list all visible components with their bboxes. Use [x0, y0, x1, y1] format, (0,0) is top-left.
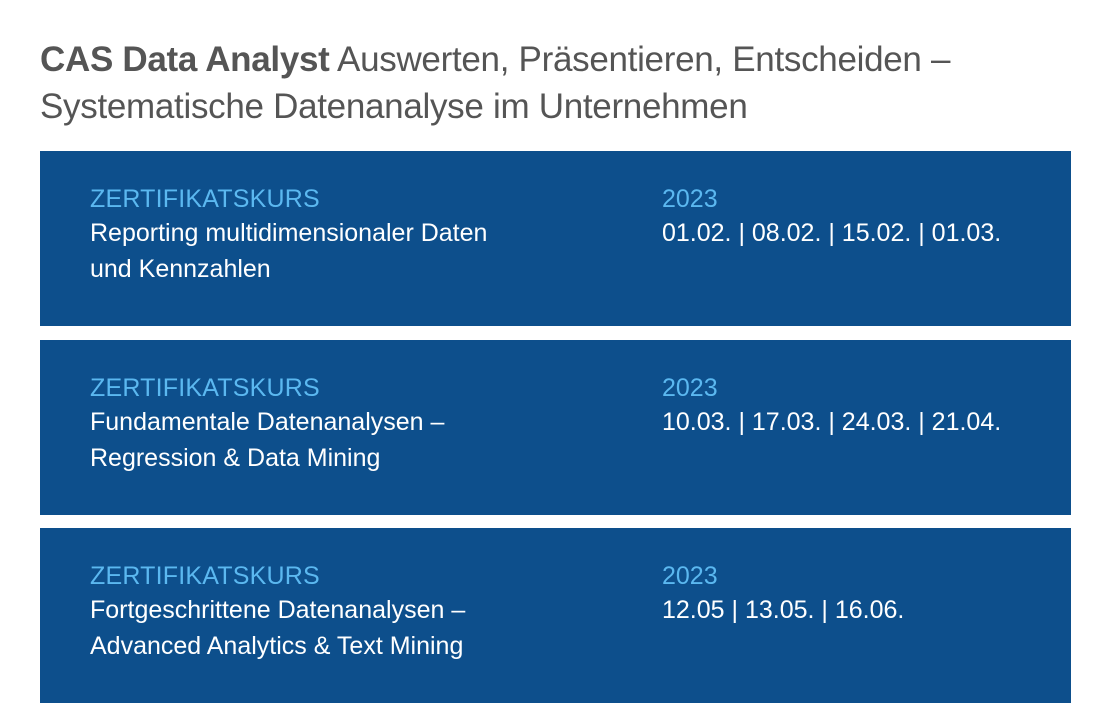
course-title-line2: und Kennzahlen — [90, 255, 271, 283]
page-title: CAS Data Analyst Auswerten, Präsentieren… — [40, 36, 1080, 83]
course-title-line2: Regression & Data Mining — [90, 444, 381, 472]
course-kicker: ZERTIFIKATSKURS — [90, 374, 320, 402]
course-dates: 10.03. | 17.03. | 24.03. | 21.04. — [662, 408, 1002, 436]
course-schedule: 2023 12.05 | 13.05. | 16.06. — [662, 560, 1062, 628]
course-info: ZERTIFIKATSKURS Fundamentale Datenanalys… — [90, 372, 610, 476]
course-info: ZERTIFIKATSKURS Reporting multidimension… — [90, 183, 610, 287]
course-title-line1: Fortgeschrittene Datenanalysen – — [90, 596, 466, 624]
course-card-advanced: ZERTIFIKATSKURS Fortgeschrittene Datenan… — [40, 528, 1071, 703]
course-title-line2: Advanced Analytics & Text Mining — [90, 632, 464, 660]
course-schedule: 2023 10.03. | 17.03. | 24.03. | 21.04. — [662, 372, 1062, 440]
course-kicker: ZERTIFIKATSKURS — [90, 562, 320, 590]
course-year: 2023 — [662, 374, 718, 402]
course-dates: 01.02. | 08.02. | 15.02. | 01.03. — [662, 219, 1002, 247]
program-name: CAS Data Analyst — [40, 40, 330, 79]
course-title-line1: Reporting multidimensionaler Daten — [90, 219, 488, 247]
course-schedule: 2023 01.02. | 08.02. | 15.02. | 01.03. — [662, 183, 1062, 251]
course-year: 2023 — [662, 562, 718, 590]
page-header: CAS Data Analyst Auswerten, Präsentieren… — [40, 36, 1080, 130]
program-tagline: Auswerten, Präsentieren, Entscheiden – — [329, 40, 951, 79]
course-kicker: ZERTIFIKATSKURS — [90, 185, 320, 213]
course-title-line1: Fundamentale Datenanalysen – — [90, 408, 445, 436]
course-card-reporting: ZERTIFIKATSKURS Reporting multidimension… — [40, 151, 1071, 326]
course-info: ZERTIFIKATSKURS Fortgeschrittene Datenan… — [90, 560, 610, 664]
course-year: 2023 — [662, 185, 718, 213]
course-dates: 12.05 | 13.05. | 16.06. — [662, 596, 905, 624]
course-card-fundamentals: ZERTIFIKATSKURS Fundamentale Datenanalys… — [40, 340, 1071, 515]
page-subtitle: Systematische Datenanalyse im Unternehme… — [40, 87, 748, 126]
